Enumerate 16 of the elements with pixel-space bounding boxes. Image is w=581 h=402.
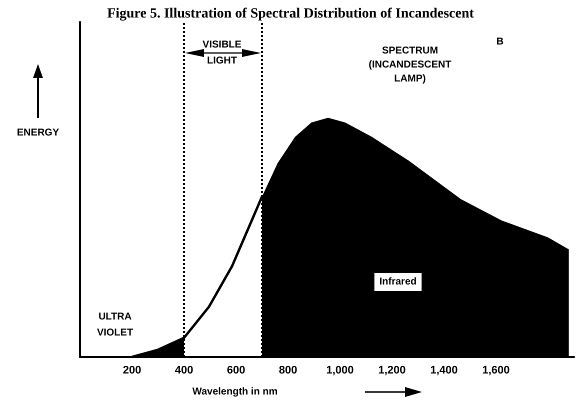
x-tick-label: 600 xyxy=(226,364,246,376)
chart-title: Figure 5. Illustration of Spectral Distribution of Incandescent xyxy=(107,6,474,22)
x-tick-label: 1,200 xyxy=(378,364,406,376)
x-tick-label: 800 xyxy=(278,364,298,376)
x-tick-label: 1,600 xyxy=(482,364,510,376)
text: SPECTRUM (INCANDESCENT LAMP) xyxy=(368,46,452,84)
x-axis-title: Wavelength in nm xyxy=(192,386,278,398)
x-tick-label: 1,000 xyxy=(326,364,354,376)
y-axis-title: ENERGY xyxy=(16,128,60,138)
x-tick-label: 200 xyxy=(122,364,142,376)
x-tick-label: 1,400 xyxy=(430,364,458,376)
annotation: ULTRA VIOLET xyxy=(96,312,134,338)
x-tick-label: 400 xyxy=(174,364,194,376)
text: VISIBLE LIGHT xyxy=(202,40,242,66)
text: B xyxy=(496,36,504,48)
annotation: Infrared xyxy=(379,276,417,288)
